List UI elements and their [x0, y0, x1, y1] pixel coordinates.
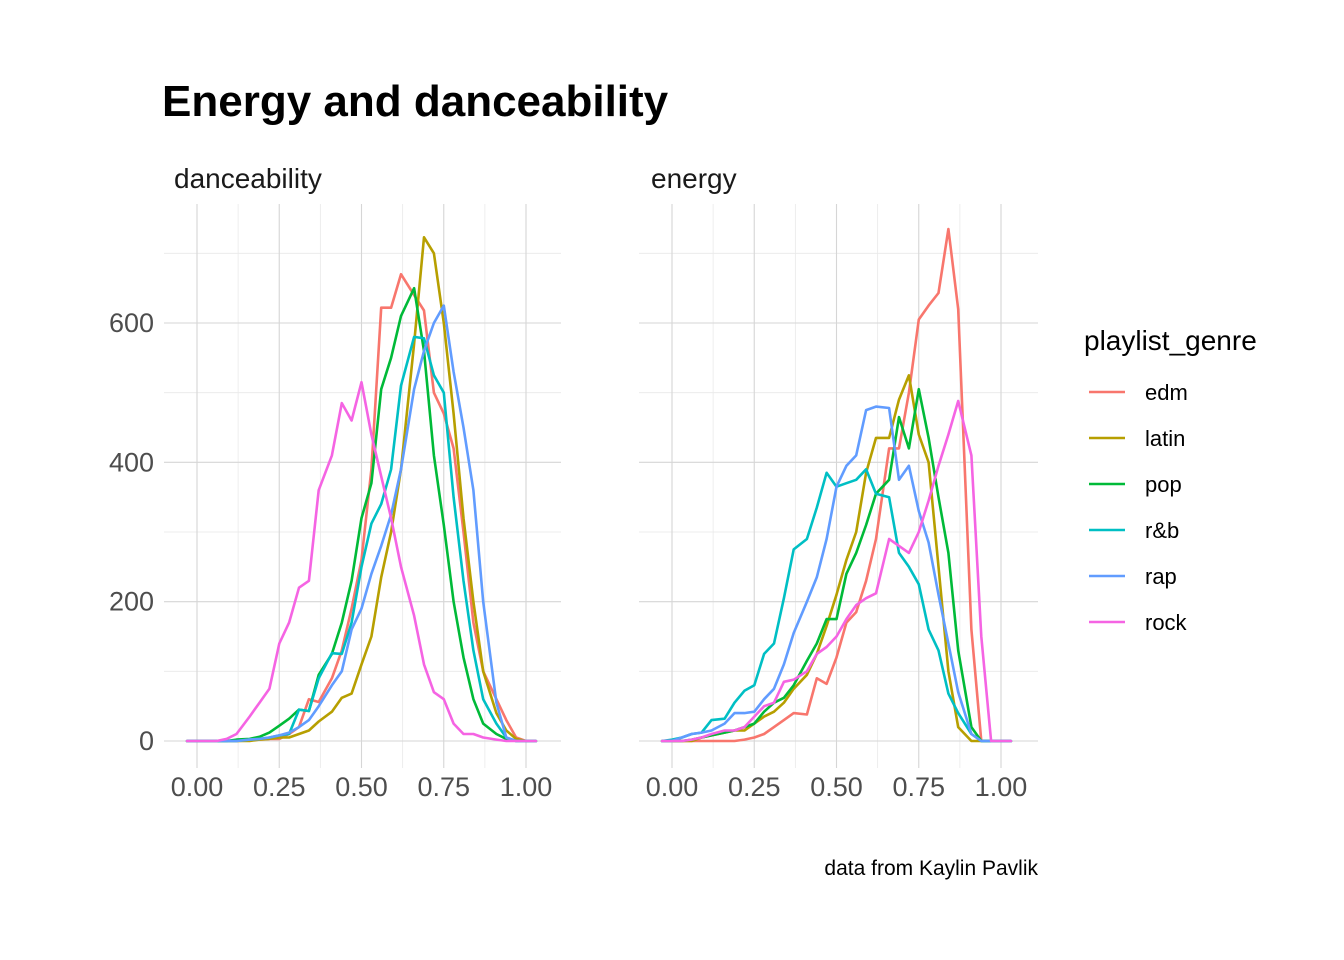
series-line-rock — [185, 380, 538, 743]
grid-danceability — [164, 204, 561, 768]
x-tick-label: 0.25 — [253, 772, 306, 802]
legend-item-pop: pop — [1089, 472, 1182, 497]
y-tick-label: 200 — [109, 587, 154, 617]
legend-item-rap: rap — [1089, 564, 1177, 589]
legend-label-rap: rap — [1145, 564, 1177, 589]
y-tick-label: 0 — [139, 726, 154, 756]
series-line-edm — [660, 227, 1013, 743]
series-lines-danceability — [185, 236, 538, 743]
legend-label-rb: r&b — [1145, 518, 1179, 543]
series-line-pop — [660, 387, 1013, 743]
x-tick-label: 0.25 — [728, 772, 781, 802]
x-axis-danceability: 0.00 0.25 0.50 0.75 1.00 — [171, 772, 553, 802]
legend-item-edm: edm — [1089, 380, 1188, 405]
x-tick-label: 0.75 — [892, 772, 945, 802]
legend-label-pop: pop — [1145, 472, 1182, 497]
x-tick-label: 0.00 — [646, 772, 699, 802]
x-tick-label: 1.00 — [975, 772, 1028, 802]
facet-label-energy: energy — [651, 163, 737, 194]
x-tick-label: 1.00 — [500, 772, 553, 802]
x-axis-energy: 0.00 0.25 0.50 0.75 1.00 — [646, 772, 1028, 802]
y-tick-label: 600 — [109, 308, 154, 338]
chart-title: Energy and danceability — [162, 77, 669, 126]
series-lines-energy — [660, 227, 1013, 743]
legend-label-rock: rock — [1145, 610, 1188, 635]
x-tick-label: 0.50 — [335, 772, 388, 802]
legend-item-rock: rock — [1089, 610, 1188, 635]
legend-item-latin: latin — [1089, 426, 1185, 451]
x-tick-label: 0.75 — [417, 772, 470, 802]
x-tick-label: 0.50 — [810, 772, 863, 802]
grid-energy — [639, 204, 1038, 768]
legend-title: playlist_genre — [1084, 325, 1257, 356]
y-axis: 0 200 400 600 — [109, 308, 154, 756]
legend: playlist_genre edm latin pop r&b rap rock — [1084, 325, 1257, 635]
facet-label-danceability: danceability — [174, 163, 322, 194]
facet-panel-energy: energy — [639, 163, 1038, 768]
legend-label-edm: edm — [1145, 380, 1188, 405]
series-line-rap — [185, 304, 538, 743]
series-line-rock — [660, 399, 1013, 743]
legend-label-latin: latin — [1145, 426, 1185, 451]
legend-item-rb: r&b — [1089, 518, 1179, 543]
facet-panel-danceability: danceability — [164, 163, 561, 768]
chart-caption: data from Kaylin Pavlik — [824, 857, 1038, 880]
y-tick-label: 400 — [109, 447, 154, 477]
x-tick-label: 0.00 — [171, 772, 224, 802]
series-line-rap — [660, 405, 1013, 743]
